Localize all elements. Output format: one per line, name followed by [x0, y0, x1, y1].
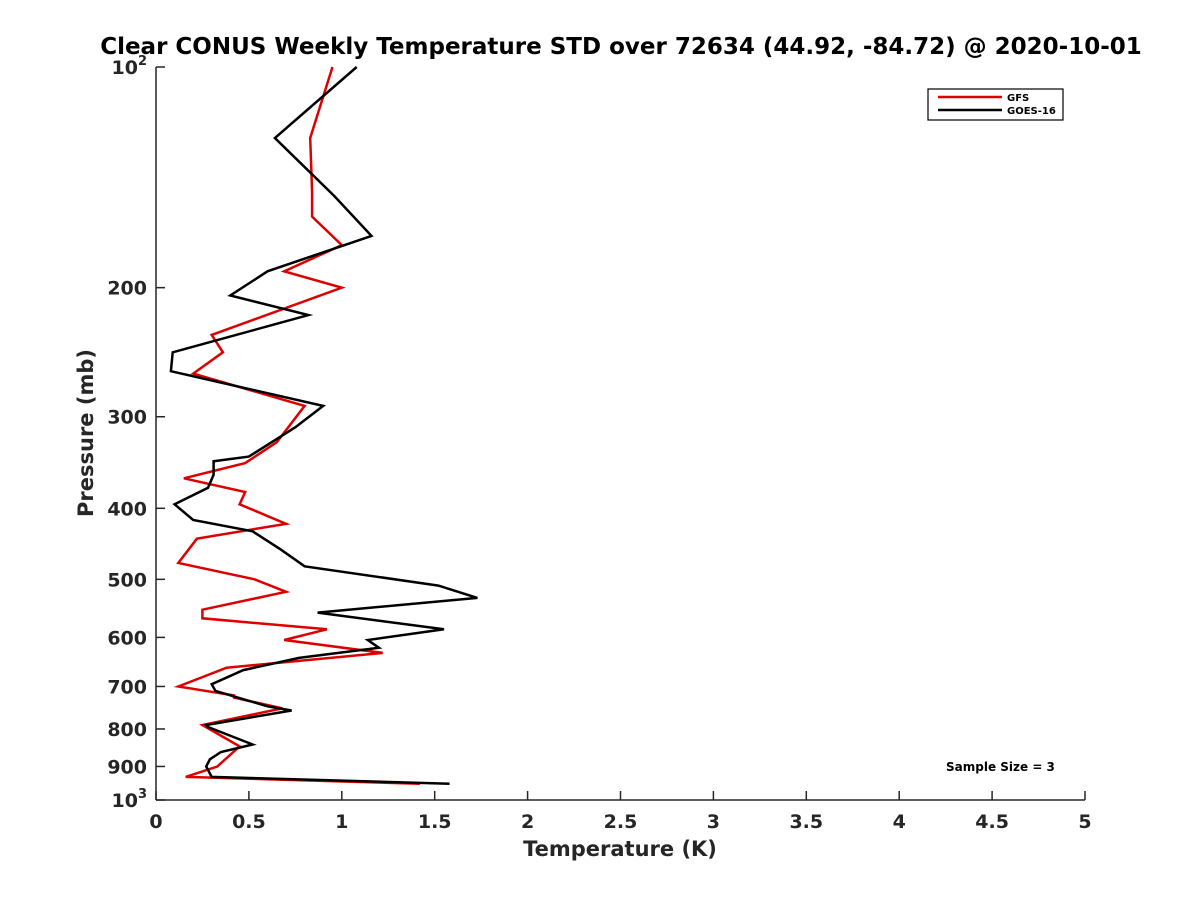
y-tick-label: 600: [107, 627, 147, 649]
x-tick-label: 4: [893, 811, 906, 833]
x-tick-label: 1.5: [418, 811, 452, 833]
legend-label-goes-16: GOES-16: [1007, 106, 1056, 117]
y-axis-ticks: 200 300 400 500 600 700 800 900 102 103: [107, 54, 165, 812]
y-tick-label: 800: [107, 719, 147, 741]
legend-label-gfs: GFS: [1007, 93, 1029, 104]
x-tick-label: 5: [1078, 811, 1091, 833]
y-axis-label: Pressure (mb): [74, 349, 98, 517]
y-tick-label: 200: [107, 278, 147, 300]
y-tick-label: 500: [107, 569, 147, 591]
series-layer: [169, 66, 478, 785]
x-tick-label: 4.5: [975, 811, 1009, 833]
y-tick-label: 102: [112, 54, 148, 79]
y-tick-label: 400: [107, 498, 147, 520]
y-tick-label: 700: [107, 676, 147, 698]
x-tick-label: 3: [707, 811, 720, 833]
chart-title: Clear CONUS Weekly Temperature STD over …: [100, 34, 1142, 60]
y-tick-label: 103: [112, 787, 148, 812]
series-line-goes-16: [169, 66, 478, 785]
x-tick-label: 2.5: [604, 811, 638, 833]
x-tick-label: 0.5: [232, 811, 266, 833]
sample-size-annotation: Sample Size = 3: [946, 760, 1055, 774]
x-tick-label: 2: [521, 811, 534, 833]
x-tick-label: 3.5: [789, 811, 823, 833]
x-axis-label: Temperature (K): [523, 837, 717, 861]
x-axis-ticks: 0 0.5 1 1.5 2 2.5 3 3.5 4 4.5 5: [149, 791, 1092, 833]
legend-box: [927, 88, 1064, 121]
y-tick-label: 900: [107, 756, 147, 778]
x-tick-label: 0: [149, 811, 162, 833]
plot-area: [155, 67, 1085, 801]
y-tick-label: 300: [107, 407, 147, 429]
legend: GFS GOES-16: [927, 88, 1064, 121]
x-tick-label: 1: [335, 811, 348, 833]
